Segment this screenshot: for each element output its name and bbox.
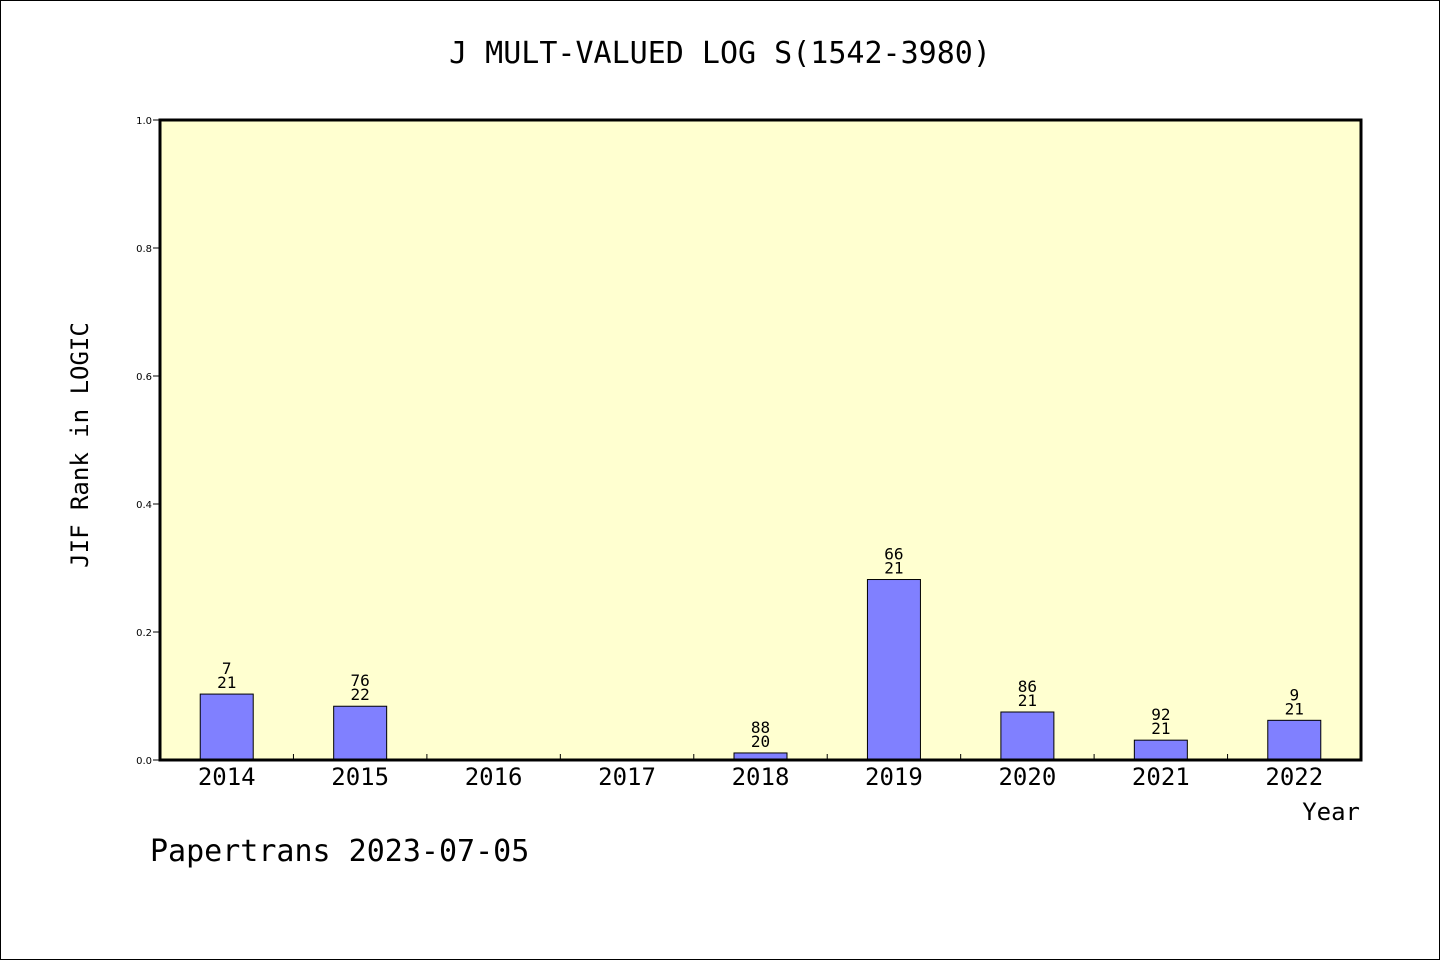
bar-label-total: 22 [351,685,370,704]
bar-label-total: 20 [751,732,770,751]
y-tick-label: 0.4 [136,500,152,511]
bar-label-rank: 92 [1151,705,1170,724]
bar-label-total: 21 [1285,699,1304,718]
bar-2014 [199,693,254,761]
bar-label-rank: 9 [1289,685,1299,704]
x-tick-label: 2018 [732,763,790,791]
plot-border [158,118,1363,762]
x-tick-label: 2015 [331,763,389,791]
bar-label-rank: 76 [351,671,370,690]
x-tick-label: 2016 [465,763,523,791]
bar-label-rank: 7 [222,659,232,678]
bar-2022 [1267,719,1322,761]
bar-2020 [1000,711,1055,761]
plot-area [160,120,1361,760]
x-tick-label: 2019 [865,763,923,791]
y-tick-label: 1.0 [136,116,152,127]
chart-title: J MULT-VALUED LOG S(1542-3980) [449,36,991,71]
bar-label-rank: 86 [1018,677,1037,696]
y-tick-label: 0.6 [136,372,152,383]
y-tick-label: 0.8 [136,244,152,255]
x-axis-label: Year [1302,798,1360,826]
x-tick-label: 2014 [198,763,256,791]
x-tick-label: 2017 [598,763,656,791]
x-tick-label: 2020 [998,763,1056,791]
y-axis-label: JIF Rank in LOGIC [66,322,94,568]
bar-label-total: 21 [1151,719,1170,738]
bar-2021 [1133,739,1188,761]
y-tick-label: 0.0 [136,756,152,767]
bar-label-total: 21 [1018,691,1037,710]
bar-2015 [333,705,388,761]
footer-text: Papertrans 2023-07-05 [150,834,530,869]
bar-2019 [866,579,921,761]
y-tick-label: 0.2 [136,628,152,639]
x-tick-label: 2022 [1265,763,1323,791]
bar-label-total: 21 [217,673,236,692]
bar-label-rank: 88 [751,718,770,737]
bar-label-rank: 66 [884,545,903,564]
x-tick-label: 2021 [1132,763,1190,791]
bar-label-total: 21 [884,559,903,578]
